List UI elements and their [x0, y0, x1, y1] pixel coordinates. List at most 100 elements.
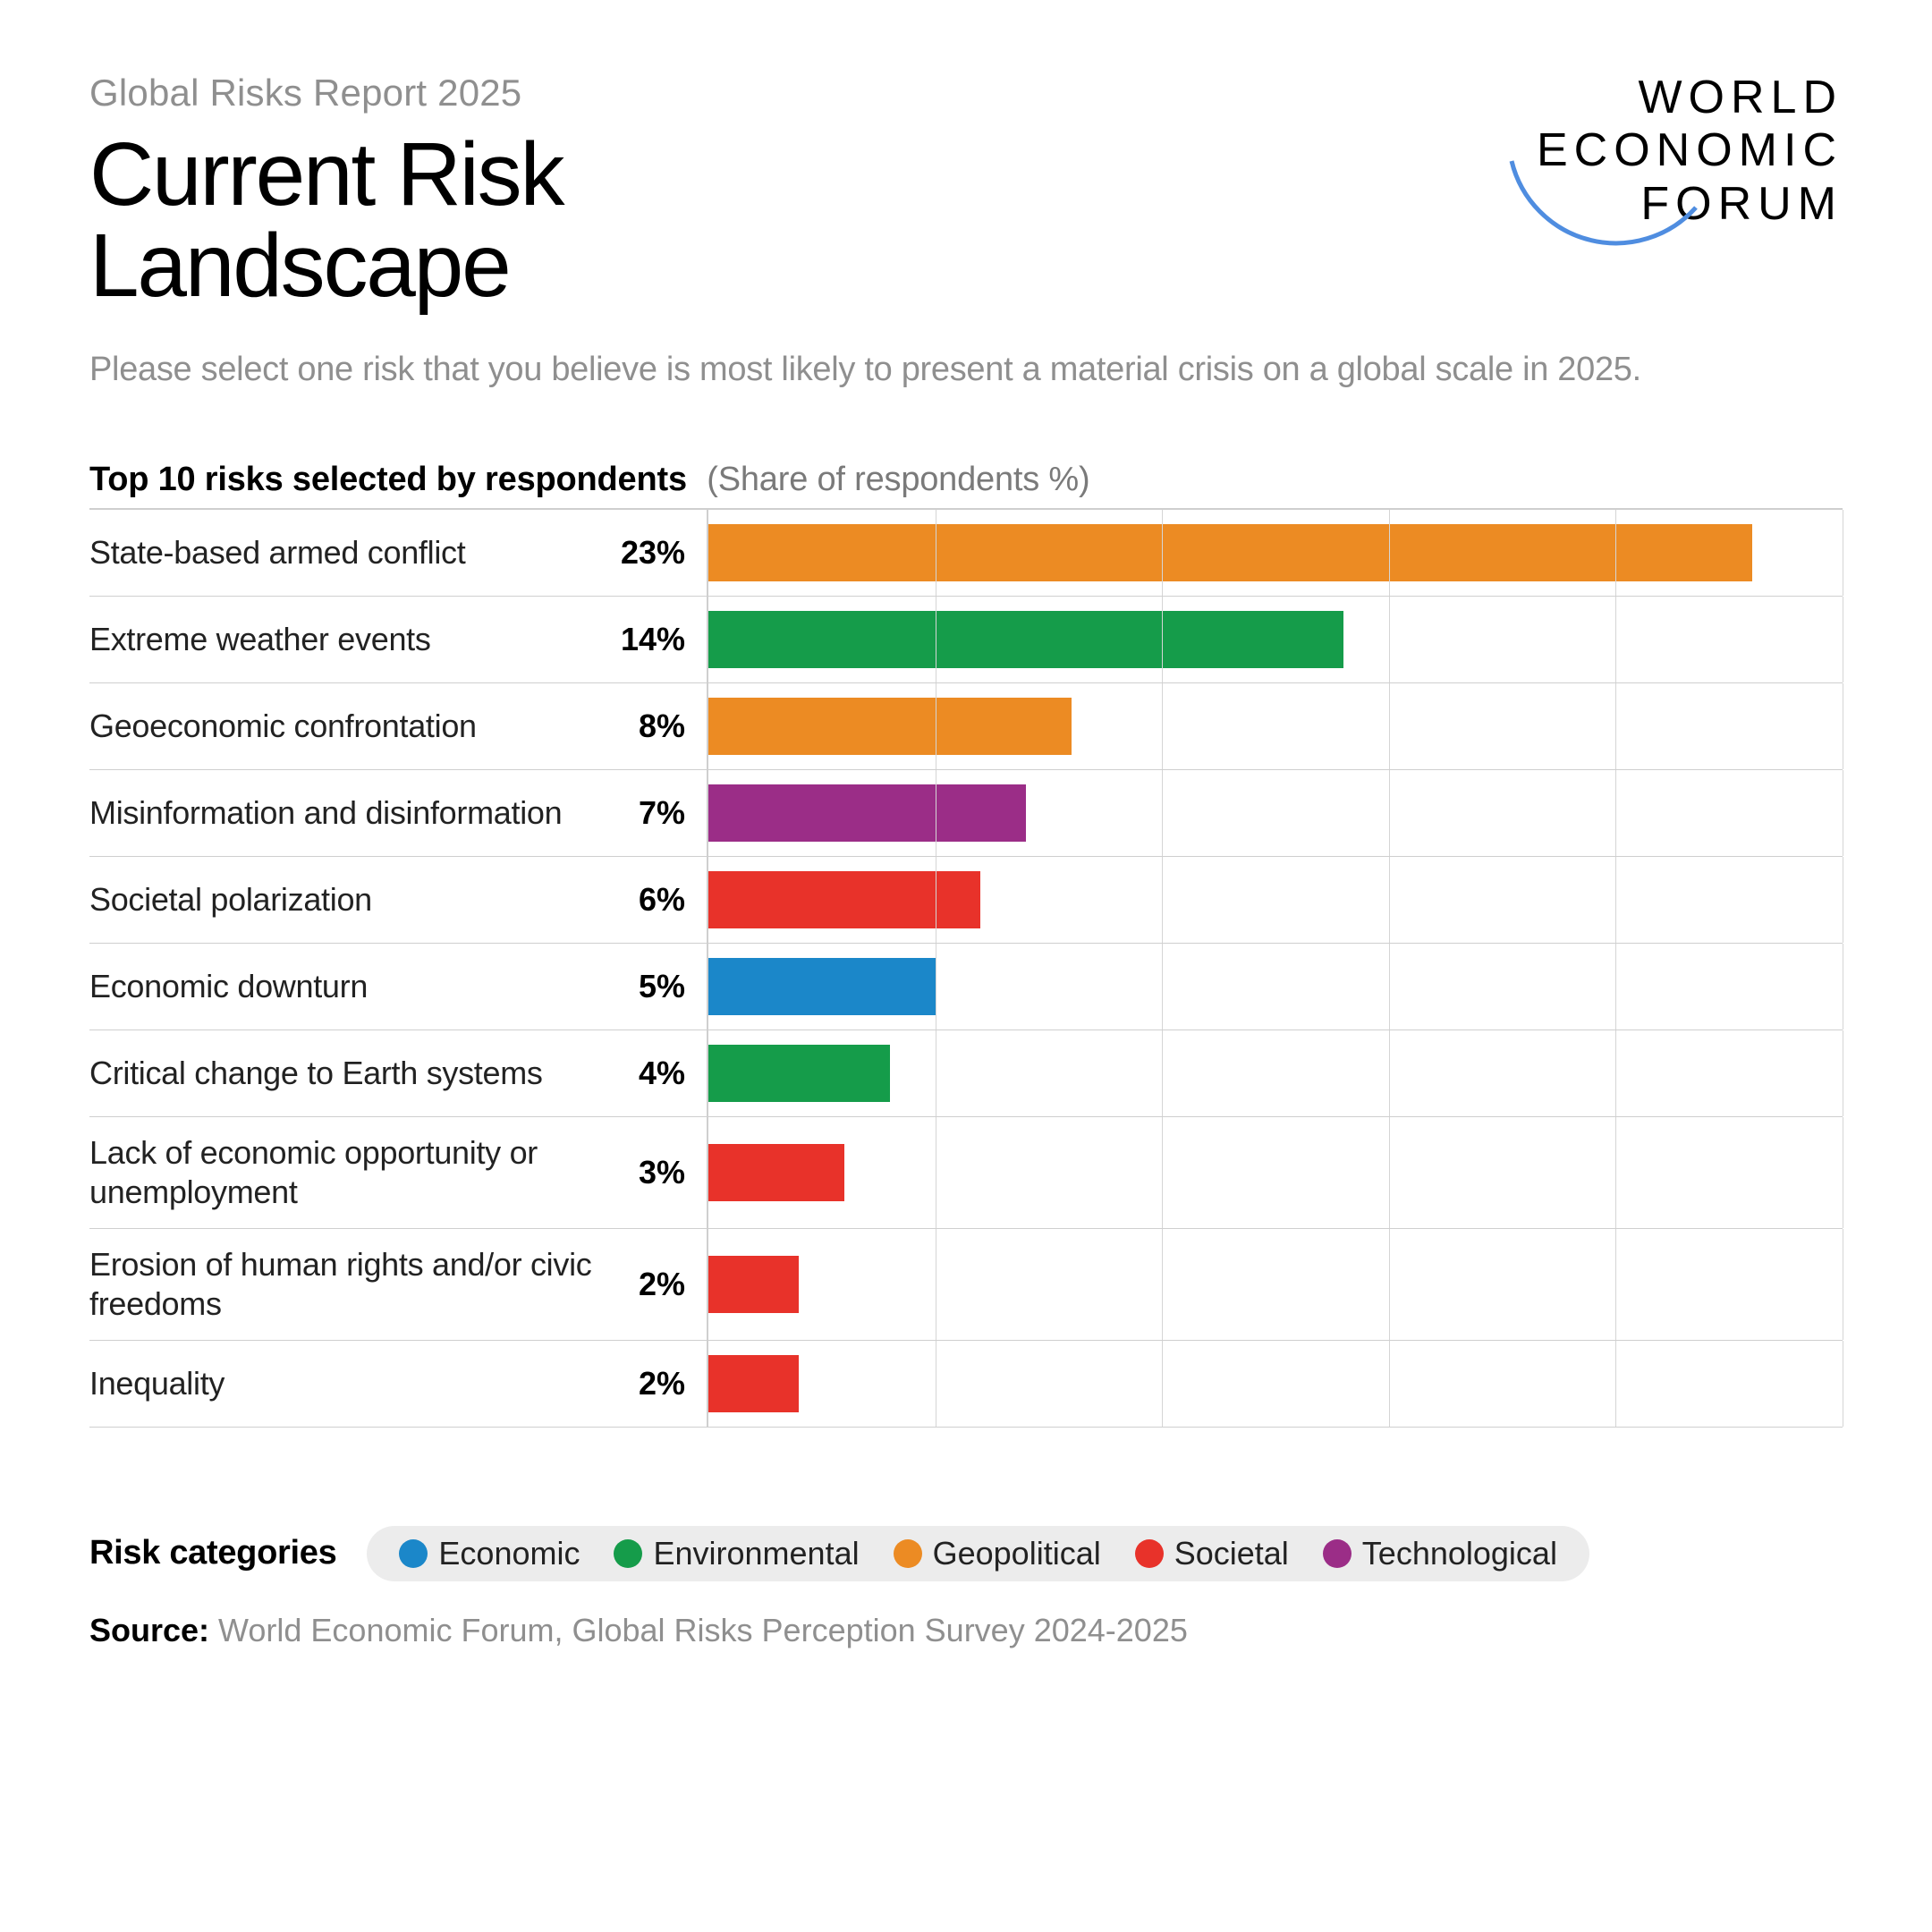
row-bar-area	[707, 510, 1843, 596]
legend-item: Technological	[1323, 1535, 1557, 1572]
row-label: Geoeconomic confrontation	[89, 683, 599, 769]
bar	[708, 784, 1026, 842]
bar	[708, 1256, 799, 1313]
row-label: Societal polarization	[89, 857, 599, 943]
legend-dot-icon	[399, 1539, 428, 1568]
row-label: Lack of economic opportunity or unemploy…	[89, 1117, 599, 1228]
chart-row: Misinformation and disinformation7%	[89, 770, 1843, 857]
gridline	[1389, 1030, 1390, 1116]
gridline	[1389, 1229, 1390, 1340]
chart-row: Economic downturn5%	[89, 944, 1843, 1030]
legend-item-label: Economic	[438, 1535, 580, 1572]
row-percent: 23%	[599, 510, 707, 596]
row-percent: 2%	[599, 1229, 707, 1340]
legend-item-label: Geopolitical	[933, 1535, 1101, 1572]
gridlines	[708, 1341, 1843, 1427]
row-label: Misinformation and disinformation	[89, 770, 599, 856]
title-line-1: Current Risk	[89, 124, 563, 225]
gridline	[1615, 857, 1616, 943]
chart-row: Extreme weather events14%	[89, 597, 1843, 683]
gridline	[1162, 944, 1163, 1030]
legend-section: Risk categories Economic Environmental Geo…	[89, 1526, 1843, 1581]
row-label: Extreme weather events	[89, 597, 599, 682]
row-percent: 5%	[599, 944, 707, 1030]
chart-row: Societal polarization6%	[89, 857, 1843, 944]
gridline	[1162, 1117, 1163, 1228]
kicker: Global Risks Report 2025	[89, 72, 1537, 114]
gridline	[1389, 1341, 1390, 1427]
bar	[708, 871, 980, 928]
row-label: Inequality	[89, 1341, 599, 1427]
legend-dot-icon	[1323, 1539, 1352, 1568]
title-line-2: Landscape	[89, 216, 510, 316]
row-percent: 6%	[599, 857, 707, 943]
gridline	[1389, 944, 1390, 1030]
gridline	[1615, 1117, 1616, 1228]
legend-pill: Economic Environmental Geopolitical Societa…	[367, 1526, 1589, 1581]
row-label: Erosion of human rights and/or civic fre…	[89, 1229, 599, 1340]
legend-item-label: Technological	[1362, 1535, 1557, 1572]
legend-item: Economic	[399, 1535, 580, 1572]
chart-row: Critical change to Earth systems4%	[89, 1030, 1843, 1117]
bar	[708, 958, 936, 1015]
gridline	[1389, 683, 1390, 769]
row-percent: 7%	[599, 770, 707, 856]
gridlines	[708, 1229, 1843, 1340]
logo-arc-icon	[1501, 152, 1707, 259]
logo-arc-path	[1512, 161, 1696, 243]
legend-item-label: Societal	[1174, 1535, 1289, 1572]
row-bar-area	[707, 857, 1843, 943]
legend-dot-icon	[614, 1539, 642, 1568]
legend-dot-icon	[1135, 1539, 1164, 1568]
gridline	[1389, 597, 1390, 682]
chart-row: Erosion of human rights and/or civic fre…	[89, 1229, 1843, 1341]
bar	[708, 1144, 844, 1201]
row-percent: 14%	[599, 597, 707, 682]
chart-title-main: Top 10 risks selected by respondents	[89, 461, 687, 498]
bar	[708, 1355, 799, 1412]
gridline	[1615, 944, 1616, 1030]
gridline	[1162, 1229, 1163, 1340]
row-bar-area	[707, 944, 1843, 1030]
legend-label: Risk categories	[89, 1534, 336, 1572]
row-percent: 2%	[599, 1341, 707, 1427]
row-label: State-based armed conflict	[89, 510, 599, 596]
chart-row: Lack of economic opportunity or unemploy…	[89, 1117, 1843, 1229]
gridline	[1389, 857, 1390, 943]
row-percent: 4%	[599, 1030, 707, 1116]
page-title: Current Risk Landscape	[89, 129, 1537, 311]
row-bar-area	[707, 770, 1843, 856]
chart-title: Top 10 risks selected by respondents (Sh…	[89, 461, 1843, 499]
subtitle: Please select one risk that you believe …	[89, 351, 1843, 389]
bar-chart: State-based armed conflict23%Extreme wea…	[89, 508, 1843, 1428]
gridline	[1389, 770, 1390, 856]
source-text: World Economic Forum, Global Risks Perce…	[209, 1612, 1188, 1648]
row-bar-area	[707, 683, 1843, 769]
legend-item: Environmental	[614, 1535, 859, 1572]
gridline	[1615, 1229, 1616, 1340]
row-bar-area	[707, 1341, 1843, 1427]
chart-row: Inequality2%	[89, 1341, 1843, 1428]
gridline	[1162, 857, 1163, 943]
gridline	[1615, 683, 1616, 769]
chart-row: Geoeconomic confrontation8%	[89, 683, 1843, 770]
gridline	[1162, 1030, 1163, 1116]
source-prefix: Source:	[89, 1612, 209, 1648]
legend-item: Geopolitical	[894, 1535, 1101, 1572]
row-bar-area	[707, 1229, 1843, 1340]
chart-row: State-based armed conflict23%	[89, 510, 1843, 597]
title-block: Global Risks Report 2025 Current Risk La…	[89, 72, 1537, 311]
row-bar-area	[707, 1030, 1843, 1116]
wef-logo: WORLD ECONOMIC FORUM	[1537, 72, 1843, 252]
header: Global Risks Report 2025 Current Risk La…	[89, 72, 1843, 311]
gridline	[1389, 1117, 1390, 1228]
bar	[708, 1045, 890, 1102]
gridline	[1615, 1341, 1616, 1427]
legend-item-label: Environmental	[653, 1535, 859, 1572]
gridline	[1615, 597, 1616, 682]
gridline	[1162, 683, 1163, 769]
row-label: Critical change to Earth systems	[89, 1030, 599, 1116]
row-percent: 8%	[599, 683, 707, 769]
source-line: Source: World Economic Forum, Global Ris…	[89, 1612, 1843, 1649]
bar	[708, 611, 1343, 668]
